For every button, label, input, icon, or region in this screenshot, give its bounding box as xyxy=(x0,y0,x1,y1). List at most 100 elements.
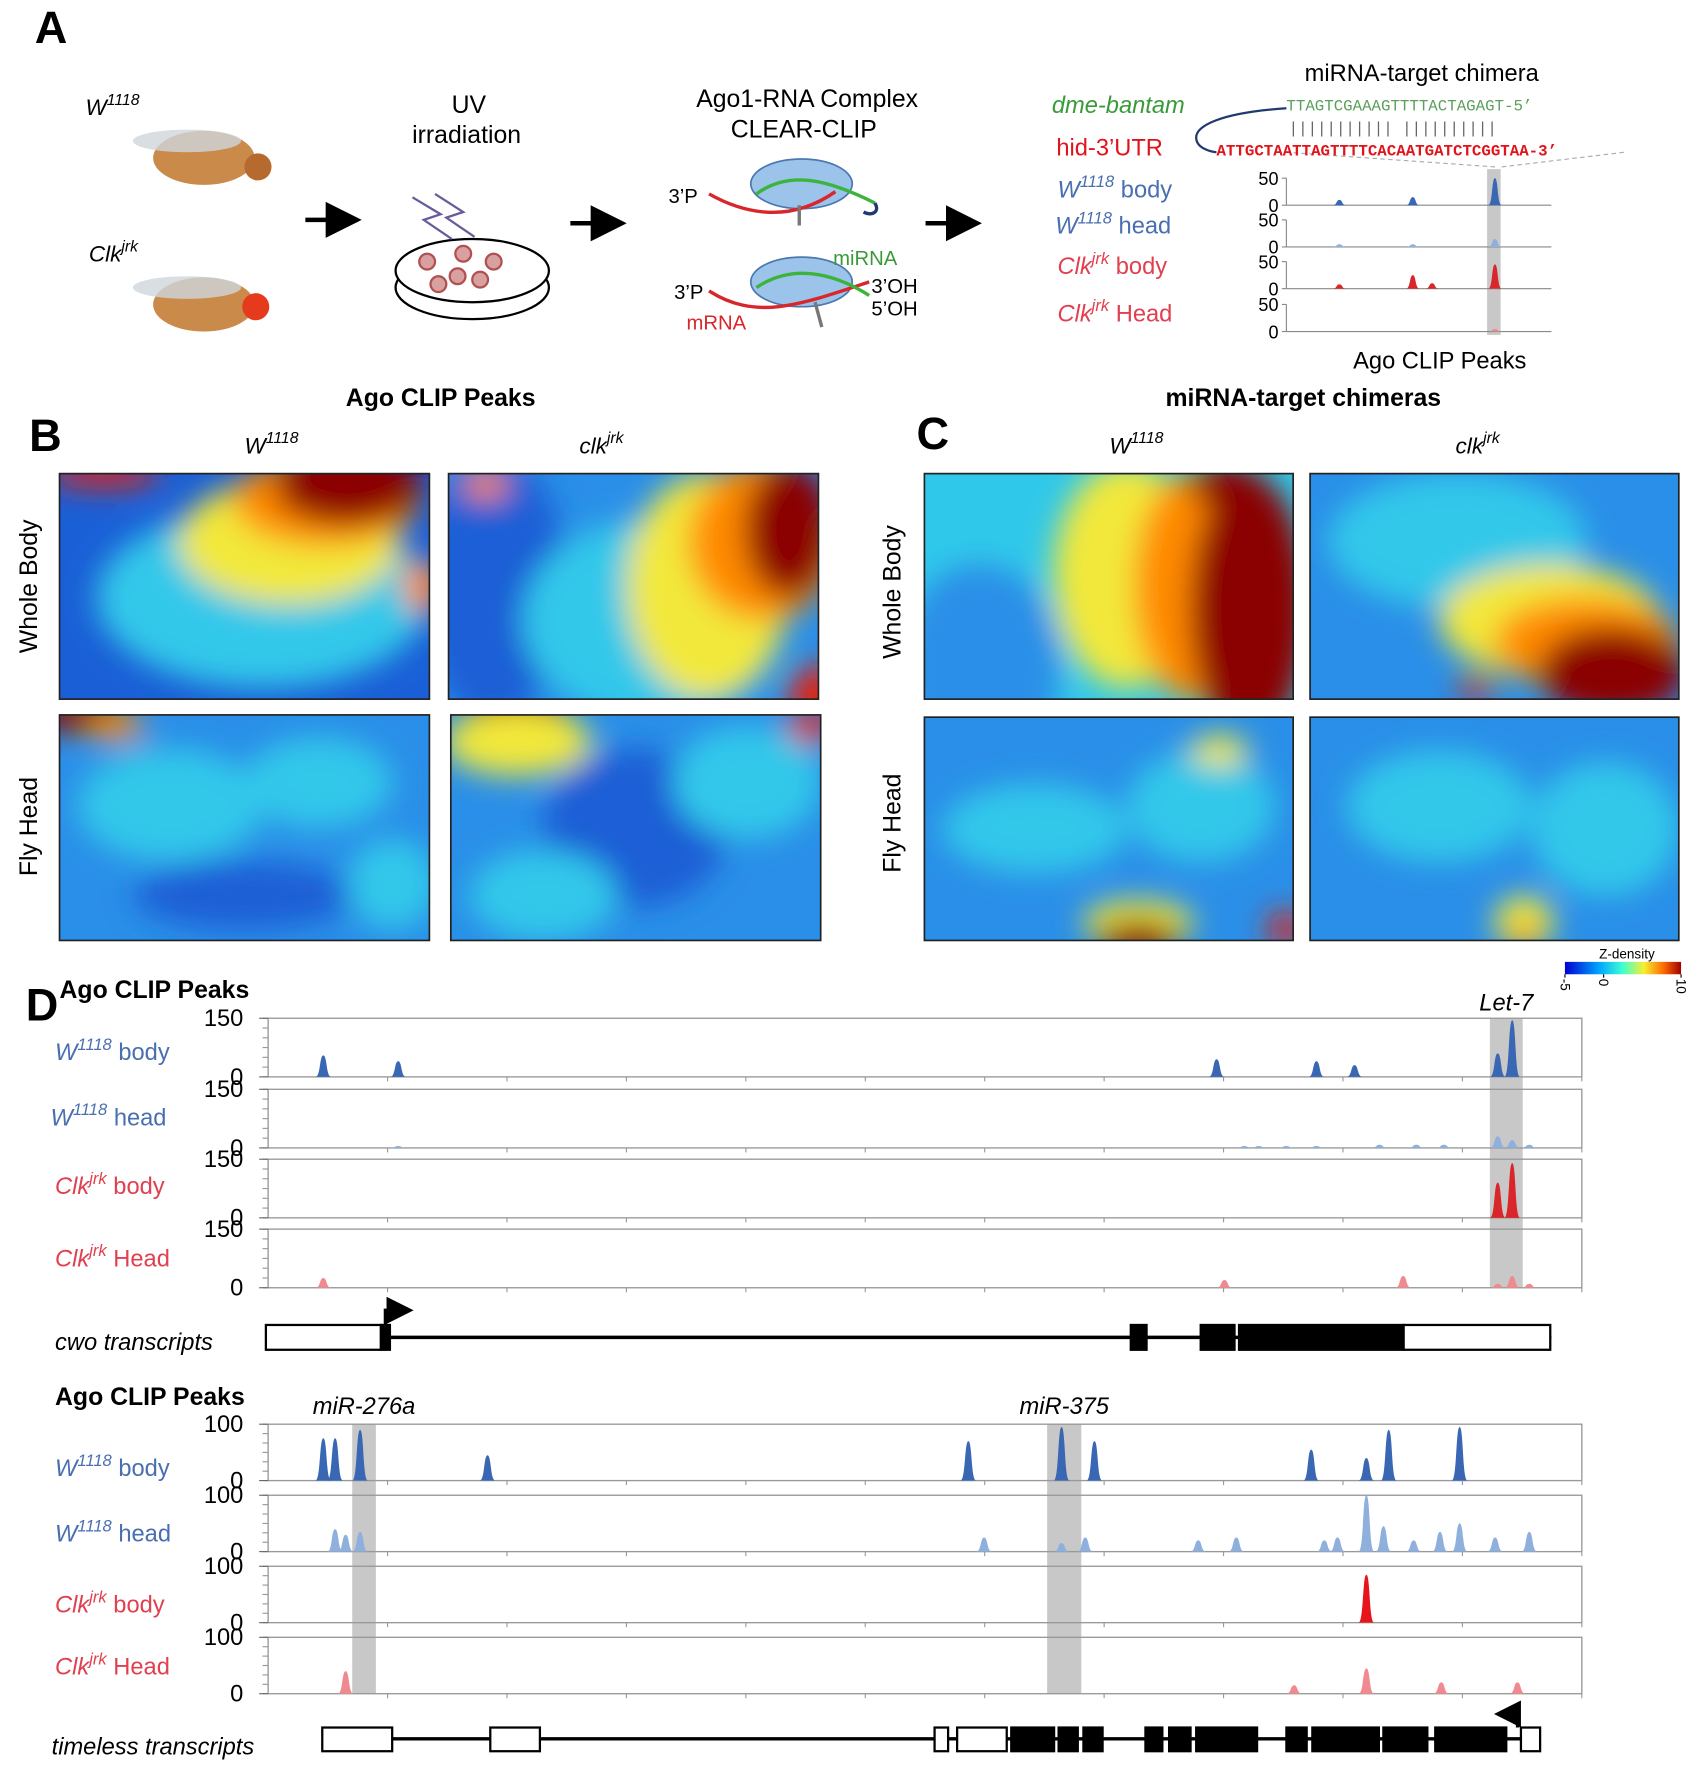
label-base: Clk xyxy=(1057,301,1092,327)
mirna-name: dme-bantam xyxy=(1052,93,1185,119)
peak xyxy=(1208,1059,1225,1077)
heatmap-frame xyxy=(447,472,820,700)
heatmap-blob xyxy=(450,714,592,776)
transcript-label: cwo transcripts xyxy=(55,1330,213,1356)
label-base: W xyxy=(55,1456,80,1482)
y-tick-label: 0 xyxy=(1268,196,1278,216)
peak xyxy=(315,1438,332,1481)
heatmap-blob xyxy=(1538,626,1679,700)
step-label: UV xyxy=(452,92,487,119)
label-sup: 1118 xyxy=(107,92,140,109)
peak xyxy=(390,1061,407,1077)
ago-complex xyxy=(708,158,879,328)
y-tick-label: 0 xyxy=(230,1065,243,1091)
label-suffix: body xyxy=(107,1593,165,1619)
label-base: Clk xyxy=(55,1246,90,1272)
y-tick-label: 150 xyxy=(204,1147,244,1173)
peak xyxy=(1190,1540,1207,1552)
peak xyxy=(1346,1065,1363,1077)
track-frame xyxy=(267,1017,1583,1078)
y-tick-label: 0 xyxy=(1268,279,1278,299)
peak xyxy=(1228,1537,1245,1552)
heatmap-blob xyxy=(942,784,1128,874)
peak xyxy=(1504,1140,1521,1148)
y-tick-label: 0 xyxy=(230,1206,243,1232)
label-base: Clk xyxy=(89,242,123,267)
dish xyxy=(394,193,551,321)
track-label: Clkjrk Head xyxy=(55,1241,170,1272)
peak xyxy=(1489,1182,1506,1218)
heatmap xyxy=(1310,717,1679,941)
heatmap-blob xyxy=(1097,920,1179,941)
section-title: Ago CLIP Peaks xyxy=(55,1384,245,1411)
heatmap xyxy=(450,714,821,941)
column-label: clkjrk xyxy=(1456,430,1501,458)
label-sup: 1118 xyxy=(73,1100,108,1119)
heatmap-blob xyxy=(1267,911,1294,941)
fly-illustrations xyxy=(132,129,272,332)
y-tick-label: 0 xyxy=(1268,238,1278,258)
track-label: Clkjrk Head xyxy=(1057,296,1172,327)
heatmap-blob xyxy=(787,714,821,745)
y-tick-label: 0 xyxy=(230,1276,243,1302)
heatmap-frame xyxy=(923,472,1295,700)
label-sup: jrk xyxy=(605,430,625,447)
peak xyxy=(1308,1061,1325,1077)
track-label: Clkjrk Head xyxy=(55,1649,170,1680)
peak xyxy=(1375,1526,1392,1552)
label-suffix: head xyxy=(107,1105,166,1131)
peak xyxy=(352,1429,368,1481)
label-suffix: Head xyxy=(107,1655,170,1681)
peak xyxy=(1487,1537,1504,1552)
peak xyxy=(1358,1574,1375,1623)
label-sup: 1118 xyxy=(77,1035,112,1054)
pairing: ||||||||||| |||||||||| xyxy=(1289,120,1497,138)
y-tick-label: 100 xyxy=(204,1412,244,1438)
label-base: W xyxy=(1055,213,1080,239)
panel-title: Ago CLIP Peaks xyxy=(346,385,536,412)
peak xyxy=(1451,1523,1468,1552)
track-label: Clkjrk body xyxy=(1057,249,1167,280)
label-base: Clk xyxy=(55,1655,90,1681)
peak xyxy=(1358,1668,1375,1694)
y-tick-label: 0 xyxy=(230,1136,243,1162)
heatmap-blobs xyxy=(450,714,821,941)
heatmap-blobs xyxy=(59,473,430,688)
panel-label: D xyxy=(26,980,59,1031)
peak xyxy=(1332,199,1347,206)
y-tick-label: 0 xyxy=(1268,322,1278,342)
track-frame xyxy=(267,1565,1583,1624)
peak xyxy=(1504,1276,1521,1288)
heatmap xyxy=(924,473,1294,700)
label-suffix: body xyxy=(1109,254,1167,280)
peak xyxy=(337,1534,354,1552)
label-base: W xyxy=(51,1105,76,1131)
label-base: clk xyxy=(1456,433,1485,458)
track-frame xyxy=(267,1636,1583,1695)
target-name: hid-3’UTR xyxy=(1056,136,1163,162)
diagram-label: 3’OH xyxy=(871,276,917,298)
peak xyxy=(1216,1279,1233,1288)
peak xyxy=(1278,1145,1295,1148)
label-suffix: head xyxy=(112,1521,171,1547)
panel-label: A xyxy=(35,2,68,53)
heatmap-blob xyxy=(274,473,422,526)
heatmap-blob xyxy=(1494,895,1554,941)
y-tick-label: 100 xyxy=(204,1483,244,1509)
peak xyxy=(1286,1685,1303,1694)
peak xyxy=(1405,1540,1422,1552)
diagram-label: mRNA xyxy=(686,312,746,334)
y-tick-label: 100 xyxy=(204,1554,244,1580)
y-tick-label: 0 xyxy=(230,1540,243,1566)
peak xyxy=(1316,1540,1333,1552)
highlight-band xyxy=(352,1424,376,1694)
y-tick-label: 150 xyxy=(204,1217,244,1243)
label-sup: 1118 xyxy=(1080,172,1115,191)
peak xyxy=(1451,1427,1468,1481)
peak xyxy=(1380,1429,1397,1481)
heatmap-frame xyxy=(58,714,431,942)
track-label: W1118 body xyxy=(55,1451,170,1482)
peak xyxy=(1489,1136,1506,1148)
colorbar-tick-label: 10 xyxy=(1674,979,1689,994)
